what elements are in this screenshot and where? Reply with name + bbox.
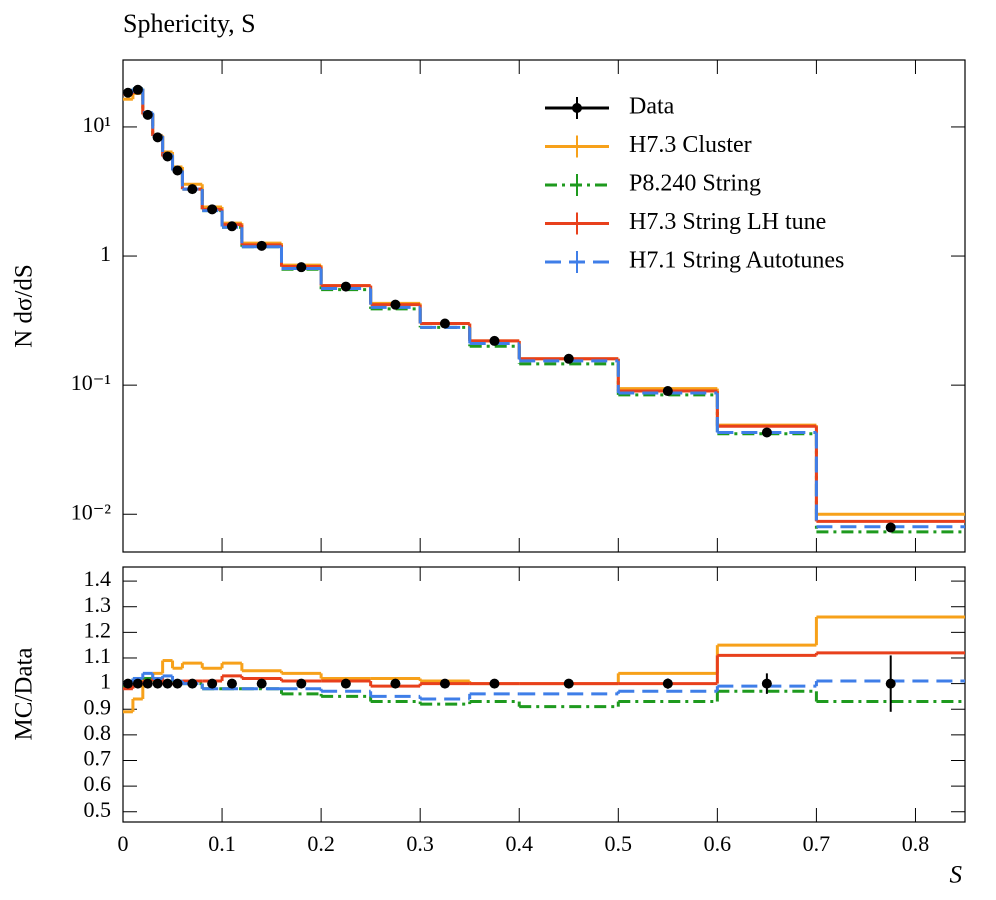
data-point	[340, 281, 351, 292]
y-tick-label: 10⁻¹	[71, 370, 111, 395]
data-point	[162, 151, 173, 162]
y-tick-label: 10⁻²	[71, 499, 112, 524]
data-point	[226, 678, 237, 689]
x-tick-label: 0.6	[704, 831, 732, 856]
data-point	[563, 353, 574, 364]
x-axis-label: S	[950, 862, 963, 889]
data-point	[489, 678, 500, 689]
data-point	[172, 678, 183, 689]
y-axis-label: N dσ/dS	[11, 264, 38, 348]
data-point	[132, 84, 143, 95]
data-point	[761, 678, 772, 689]
data-point	[296, 262, 307, 273]
x-tick-label: 0.3	[406, 831, 434, 856]
legend-label: H7.1 String Autotunes	[629, 248, 844, 274]
y-tick-label: 1	[100, 669, 111, 694]
data-point	[132, 678, 143, 689]
data-point	[142, 109, 153, 120]
y-tick-label: 0.5	[84, 797, 112, 822]
data-point	[122, 678, 133, 689]
x-tick-label: 0.1	[208, 831, 236, 856]
data-point	[142, 678, 153, 689]
data-point	[152, 678, 163, 689]
data-point	[152, 132, 163, 143]
data-point	[340, 678, 351, 689]
legend-label: H7.3 String LH tune	[629, 209, 826, 235]
data-point	[390, 678, 401, 689]
data-point	[256, 678, 267, 689]
legend-label: Data	[629, 94, 675, 120]
y-tick-label: 1.1	[84, 643, 112, 668]
legend-label: H7.3 Cluster	[629, 132, 752, 158]
y-tick-label: 1.3	[84, 592, 112, 617]
data-point	[563, 678, 574, 689]
y-tick-label: 10¹	[82, 112, 111, 137]
x-tick-label: 0.2	[307, 831, 335, 856]
data-point	[162, 678, 173, 689]
y-tick-label: 0.6	[84, 771, 112, 796]
data-point	[226, 221, 237, 232]
legend-swatch	[572, 103, 582, 113]
x-tick-label: 0.8	[902, 831, 930, 856]
x-tick-label: 0	[118, 831, 129, 856]
data-point	[172, 165, 183, 176]
x-tick-label: 0.7	[803, 831, 831, 856]
y-tick-label: 1.2	[84, 617, 112, 642]
x-tick-label: 0.4	[505, 831, 533, 856]
data-point	[662, 386, 673, 397]
y-tick-label: 1.4	[84, 566, 112, 591]
data-point	[885, 678, 896, 689]
y-tick-label: 0.9	[84, 694, 112, 719]
data-point	[439, 318, 450, 329]
data-point	[122, 87, 133, 98]
y-tick-label: 0.8	[84, 720, 112, 745]
data-point	[187, 184, 198, 195]
ratio-y-axis-label: MC/Data	[11, 647, 38, 740]
data-point	[207, 204, 218, 215]
data-point	[256, 240, 267, 251]
data-point	[296, 678, 307, 689]
main-frame	[122, 59, 966, 553]
legend-label: P8.240 String	[629, 171, 761, 197]
data-point	[662, 678, 673, 689]
data-point	[390, 299, 401, 310]
data-point	[439, 678, 450, 689]
data-point	[761, 427, 772, 438]
chart-title: Sphericity, S	[123, 9, 256, 38]
data-point	[885, 522, 896, 533]
data-point	[187, 678, 198, 689]
data-point	[207, 678, 218, 689]
x-tick-label: 0.5	[605, 831, 633, 856]
ratio-frame	[122, 566, 966, 823]
y-tick-label: 0.7	[84, 746, 112, 771]
data-point	[489, 335, 500, 346]
y-tick-label: 1	[100, 241, 111, 266]
